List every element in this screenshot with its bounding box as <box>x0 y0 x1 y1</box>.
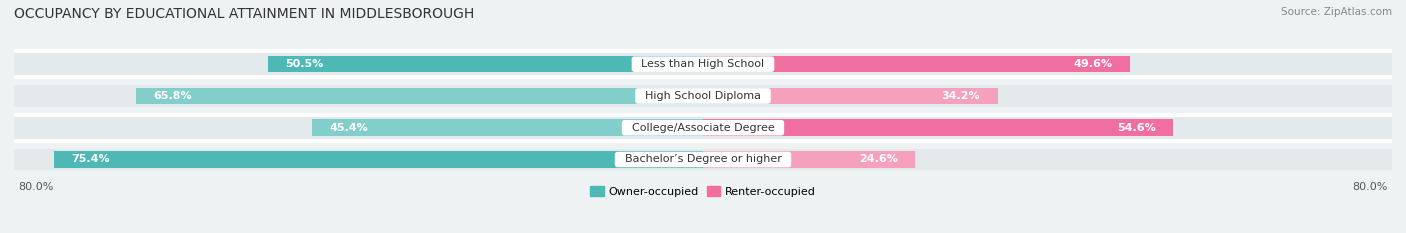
Text: 80.0%: 80.0% <box>1353 182 1388 192</box>
Bar <box>14 113 1392 143</box>
Text: Bachelor’s Degree or higher: Bachelor’s Degree or higher <box>617 154 789 164</box>
Bar <box>14 149 703 170</box>
Bar <box>14 49 1392 79</box>
Bar <box>703 120 1173 136</box>
Text: OCCUPANCY BY EDUCATIONAL ATTAINMENT IN MIDDLESBOROUGH: OCCUPANCY BY EDUCATIONAL ATTAINMENT IN M… <box>14 7 474 21</box>
Text: 50.5%: 50.5% <box>285 59 323 69</box>
Bar <box>14 145 1392 174</box>
Text: 49.6%: 49.6% <box>1074 59 1114 69</box>
Text: Less than High School: Less than High School <box>634 59 772 69</box>
Text: 75.4%: 75.4% <box>70 154 110 164</box>
Bar <box>703 53 1392 75</box>
Text: Source: ZipAtlas.com: Source: ZipAtlas.com <box>1281 7 1392 17</box>
Text: 34.2%: 34.2% <box>942 91 980 101</box>
Legend: Owner-occupied, Renter-occupied: Owner-occupied, Renter-occupied <box>586 182 820 201</box>
Bar <box>703 56 1130 72</box>
Text: 65.8%: 65.8% <box>153 91 193 101</box>
Bar <box>14 85 703 107</box>
Text: High School Diploma: High School Diploma <box>638 91 768 101</box>
Bar <box>703 85 1392 107</box>
Text: 24.6%: 24.6% <box>859 154 897 164</box>
Bar <box>269 56 703 72</box>
Bar <box>136 88 703 104</box>
Text: 45.4%: 45.4% <box>329 123 368 133</box>
Text: 80.0%: 80.0% <box>18 182 53 192</box>
Text: 54.6%: 54.6% <box>1118 123 1156 133</box>
Bar <box>703 151 915 168</box>
Bar <box>14 81 1392 111</box>
Bar <box>14 53 703 75</box>
Bar <box>703 117 1392 139</box>
Bar <box>703 149 1392 170</box>
Bar <box>703 88 997 104</box>
Bar <box>53 151 703 168</box>
Bar <box>14 117 703 139</box>
Text: College/Associate Degree: College/Associate Degree <box>624 123 782 133</box>
Bar <box>312 120 703 136</box>
